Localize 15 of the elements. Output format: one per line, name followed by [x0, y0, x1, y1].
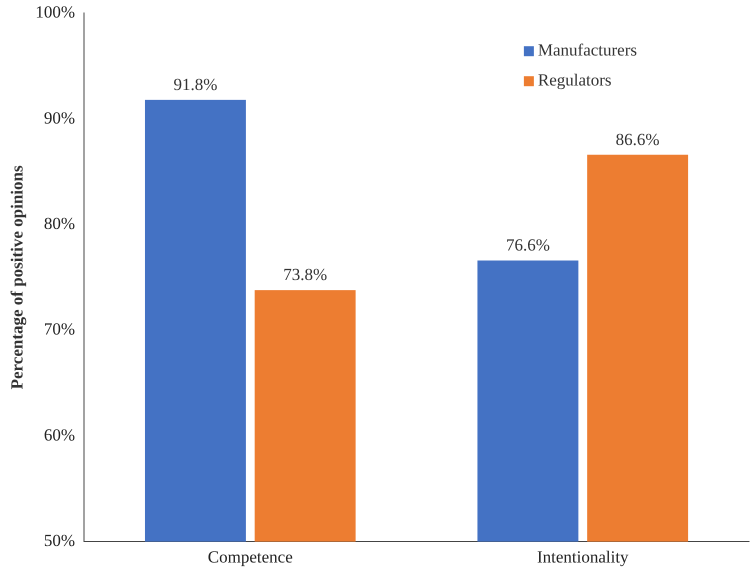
text: 86.6% [616, 130, 660, 149]
text: 91.8% [173, 74, 218, 94]
y-tick-label: 60% [44, 425, 76, 444]
text: 73.8% [283, 265, 328, 284]
y-tick-label: 70% [44, 320, 76, 339]
legend-label: Regulators [538, 70, 612, 90]
x-tick-label: Intentionality [536, 547, 630, 566]
x-tick-label: Competence [208, 547, 293, 566]
y-tick-label: 90% [44, 108, 76, 128]
text: 76.6% [506, 235, 550, 254]
y-tick-label: 80% [44, 214, 76, 234]
y-tick-label: 100% [35, 2, 76, 22]
legend-label: Manufacturers [538, 40, 638, 60]
y-tick-label: 50% [44, 531, 76, 550]
y-axis-title: Percentage of positive opinions [8, 165, 27, 390]
